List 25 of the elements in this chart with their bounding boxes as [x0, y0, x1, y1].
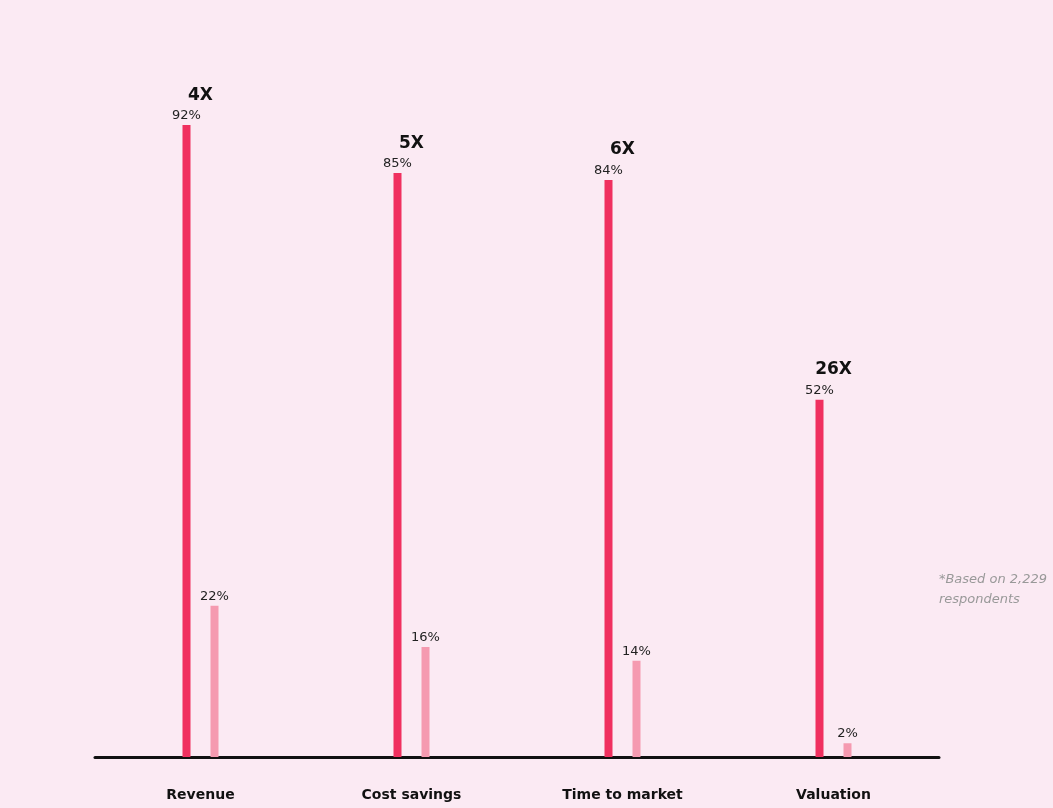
annotation: 26X [815, 358, 852, 379]
x-tick-label: Time to market [562, 786, 684, 802]
x-tick-label: Revenue [166, 786, 235, 802]
bar [632, 660, 641, 757]
bar [421, 647, 430, 757]
annotation: 5X [399, 131, 424, 152]
text: 4X [188, 83, 213, 104]
data-label: 2% [837, 725, 858, 741]
annotation: 6X [610, 138, 635, 159]
data-label: 85% [383, 155, 412, 171]
x-tick-label: Valuation [796, 786, 871, 802]
data-label: 16% [411, 629, 440, 645]
bar [815, 399, 824, 757]
data-label: 52% [805, 381, 834, 397]
data-label: 84% [594, 161, 623, 177]
bar [210, 605, 219, 757]
bar [182, 125, 191, 757]
data-label: 22% [200, 587, 229, 603]
bar [604, 179, 613, 757]
bar [843, 743, 852, 757]
data-label: 14% [622, 642, 651, 658]
bar [393, 173, 402, 757]
x-tick-label: Cost savings [361, 786, 462, 802]
annotation: *Based on 2,229 respondents [938, 570, 1048, 606]
data-label: 92% [172, 107, 201, 122]
